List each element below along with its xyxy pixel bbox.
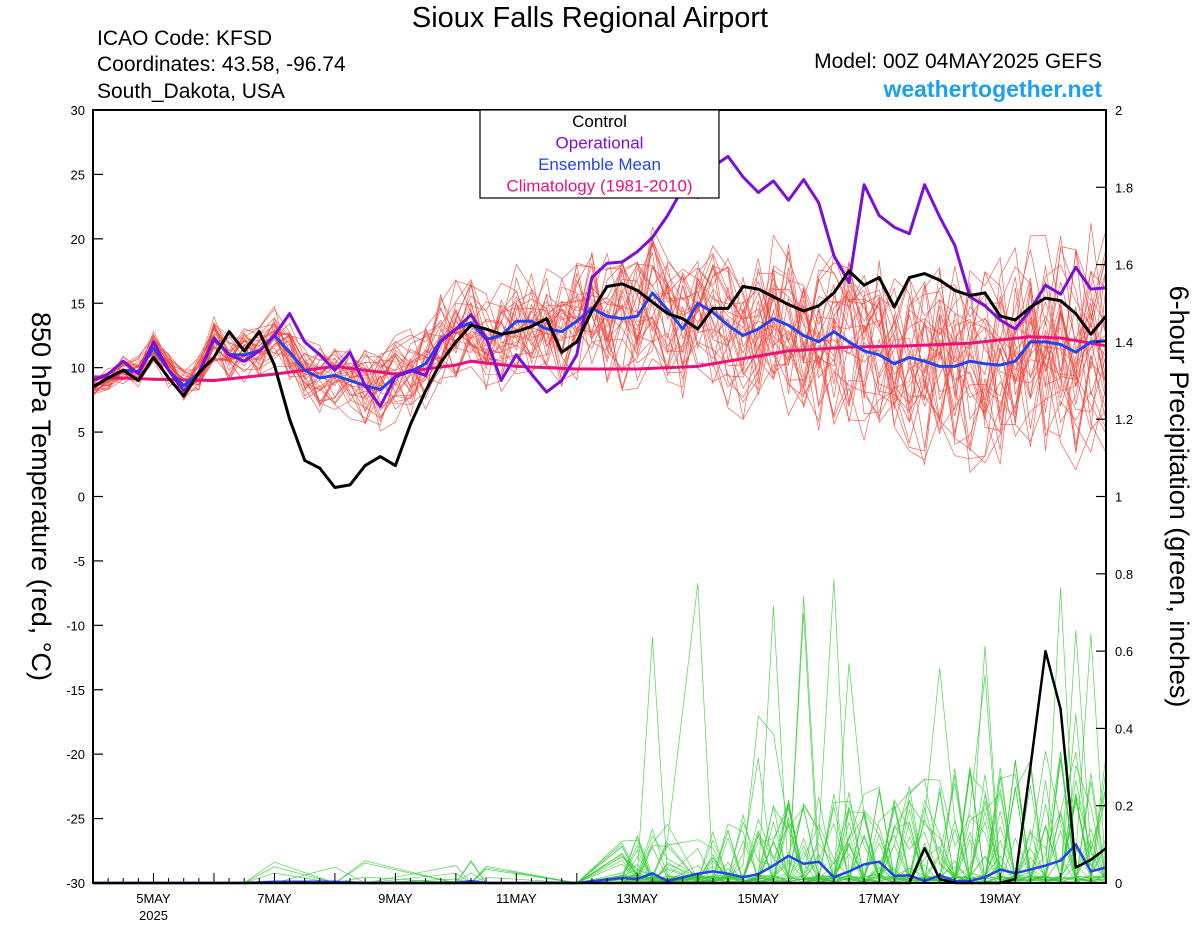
y-right-tick-label: 0 xyxy=(1115,876,1122,891)
y-left-tick-label: -15 xyxy=(66,683,85,698)
y-right-tick-label: 1 xyxy=(1115,490,1122,505)
precip-member-line xyxy=(93,637,1107,884)
y-left-tick-label: -10 xyxy=(66,618,85,633)
y-right-tick-label: 1.4 xyxy=(1115,335,1133,350)
temp-member-line xyxy=(92,264,1107,438)
y-left-tick-label: 10 xyxy=(71,361,85,376)
y-left-tick-label: 20 xyxy=(71,232,85,247)
y-left-tick-label: 30 xyxy=(71,103,85,118)
series-control-line xyxy=(92,269,1108,489)
x-tick-label: 19MAY xyxy=(979,891,1021,906)
icao-code: ICAO Code: KFSD xyxy=(97,27,273,50)
coordinates: Coordinates: 43.58, -96.74 xyxy=(97,53,346,76)
precip-member-line xyxy=(93,583,1107,884)
y-left-tick-label: 5 xyxy=(78,425,85,440)
x-tick-label: 11MAY xyxy=(496,891,537,906)
y-right-tick-label: 0.8 xyxy=(1115,567,1133,582)
precip-member-line xyxy=(93,645,1107,884)
y-left-tick-label: 15 xyxy=(71,296,85,311)
site-link[interactable]: weathertogether.net xyxy=(883,76,1102,102)
y-right-tick-label: 0.6 xyxy=(1115,644,1133,659)
legend-item: Ensemble Mean xyxy=(538,155,661,174)
chart-title: Sioux Falls Regional Airport xyxy=(411,2,769,34)
y-left-tick-label: -25 xyxy=(66,812,85,827)
precip-member-line xyxy=(93,811,1107,884)
x-tick-label: 5MAY xyxy=(136,891,171,906)
precip-member-line xyxy=(93,633,1107,884)
temp-member-line xyxy=(92,267,1107,441)
precip-member-line xyxy=(93,766,1107,884)
series-control-precipitation-line xyxy=(93,649,1107,885)
precip-member-line xyxy=(93,596,1107,884)
y-right-tick-label: 1.6 xyxy=(1115,258,1133,273)
model-run: Model: 00Z 04MAY2025 GEFS xyxy=(814,50,1102,73)
precip-member-line xyxy=(93,587,1107,884)
series-operational-line xyxy=(92,154,1107,408)
series-climatology-1981-2010-line xyxy=(92,335,1107,382)
temp-member-line xyxy=(92,238,1107,451)
precip-member-line xyxy=(93,579,1107,884)
y-left-tick-label: -30 xyxy=(66,876,85,891)
y-right-tick-label: 0.2 xyxy=(1115,799,1133,814)
x-tick-label: 17MAY xyxy=(858,891,900,906)
temp-member-line xyxy=(92,257,1107,445)
y-right-tick-label: 1.2 xyxy=(1115,412,1133,427)
legend-box xyxy=(479,109,720,199)
legend-item: Control xyxy=(572,112,627,131)
x-tick-label: 7MAY xyxy=(257,891,292,906)
y-right-tick-label: 2 xyxy=(1115,103,1122,118)
legend-item: Operational xyxy=(556,134,644,153)
y-right-tick-label: 1.8 xyxy=(1115,180,1133,195)
precip-member-line xyxy=(93,612,1107,884)
region: South_Dakota, USA xyxy=(97,80,285,103)
y-left-tick-label: -20 xyxy=(66,747,85,762)
x-tick-label: 15MAY xyxy=(737,891,779,906)
x-tick-label: 13MAY xyxy=(616,891,658,906)
precip-member-line xyxy=(93,713,1107,884)
x-tick-label: 9MAY xyxy=(378,891,413,906)
x-year-label: 2025 xyxy=(139,908,168,923)
precip-member-line xyxy=(93,773,1107,884)
plot-frame xyxy=(92,109,1107,884)
y-left-tick-label: 0 xyxy=(78,490,85,505)
y-left-tick-label: -5 xyxy=(73,554,85,569)
y-left-tick-label: 25 xyxy=(71,167,85,182)
y-right-axis-title: 6-hour Precipitation (green, inches) xyxy=(1164,286,1194,708)
y-right-tick-label: 0.4 xyxy=(1115,721,1133,736)
legend-item: Climatology (1981-2010) xyxy=(506,177,692,196)
y-left-axis-title: 850 hPa Temperature (red, °C) xyxy=(26,312,56,681)
